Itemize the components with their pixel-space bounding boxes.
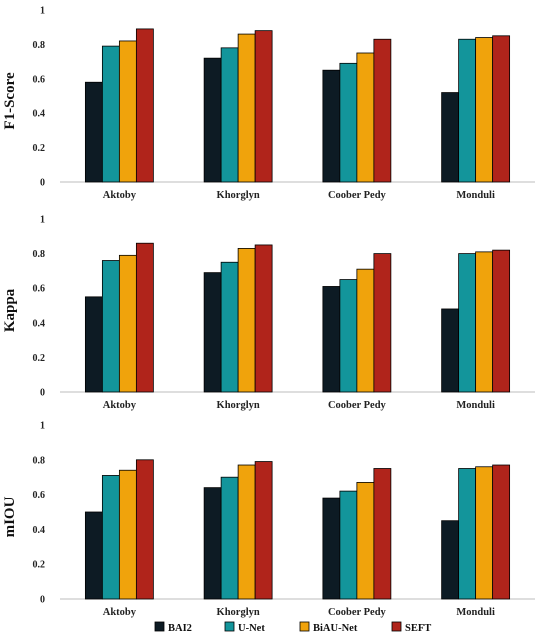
y-tick-label: 0.4 <box>33 109 46 120</box>
bar-bai2-monduli <box>441 308 460 393</box>
bar-seft-khorglyn <box>254 461 273 600</box>
y-axis-label: mIOU <box>2 496 18 537</box>
bar-bai2-monduli <box>441 92 460 183</box>
bar-biau-net-coober-pedy <box>356 52 375 183</box>
legend-label: SEFT <box>405 623 431 634</box>
category-label: Khorglyn <box>217 190 260 201</box>
category-label: Monduli <box>456 400 495 411</box>
y-tick-label: 0.8 <box>33 40 46 51</box>
bar-biau-net-aktoby <box>118 40 137 183</box>
bar-biau-net-monduli <box>475 466 494 600</box>
legend-item-seft: SEFT <box>391 621 431 634</box>
bar-biau-net-coober-pedy <box>356 268 375 393</box>
bar-u-net-aktoby <box>101 45 120 183</box>
chart-panel-2: 0 0.2 0.4 0.6 0.8 1 Kappa Aktoby Khorglyn Coober … <box>2 215 535 411</box>
bar-bai2-aktoby <box>84 81 103 183</box>
category-label: Aktoby <box>103 400 137 411</box>
bar-u-net-khorglyn <box>220 261 239 393</box>
category-label: Khorglyn <box>217 400 260 411</box>
legend-label: U-Net <box>238 623 265 634</box>
bar-biau-net-khorglyn <box>237 464 256 600</box>
bar-bai2-coober-pedy <box>322 69 341 183</box>
legend-swatch <box>224 621 235 632</box>
category-label: Monduli <box>456 190 495 201</box>
category-label: Coober Pedy <box>328 400 387 411</box>
category-label: Coober Pedy <box>328 190 387 201</box>
bar-u-net-monduli <box>458 468 477 600</box>
chart-panel-1: 0 0.2 0.4 0.6 0.8 1 F1-Score Aktoby Khorglyn Coob… <box>2 6 535 201</box>
chart-panel-3: 0 0.2 0.4 0.6 0.8 1 mIOU Aktoby Khorglyn Coober P… <box>2 421 535 618</box>
category-label: Coober Pedy <box>328 607 387 618</box>
bar-seft-khorglyn <box>254 30 273 183</box>
bar-seft-aktoby <box>135 28 154 183</box>
bar-u-net-coober-pedy <box>339 490 358 600</box>
legend-swatch <box>154 621 165 632</box>
bar-u-net-aktoby <box>101 475 120 600</box>
bar-seft-coober-pedy <box>373 38 392 183</box>
bar-bai2-khorglyn <box>203 272 222 393</box>
y-tick-label: 1 <box>40 6 45 17</box>
bar-seft-coober-pedy <box>373 468 392 600</box>
y-axis-label: F1-Score <box>2 72 18 130</box>
chart-panels: 0 0.2 0.4 0.6 0.8 1 F1-Score Aktoby Khorglyn Coob… <box>2 6 535 618</box>
bar-u-net-aktoby <box>101 260 120 393</box>
bar-seft-monduli <box>492 35 511 183</box>
bar-seft-monduli <box>492 249 511 393</box>
bar-biau-net-khorglyn <box>237 33 256 183</box>
y-tick-label: 0 <box>40 595 45 606</box>
y-tick-label: 0 <box>40 388 45 399</box>
category-label: Monduli <box>456 607 495 618</box>
bar-bai2-coober-pedy <box>322 497 341 600</box>
category-label: Aktoby <box>103 190 137 201</box>
bar-biau-net-aktoby <box>118 254 137 393</box>
category-label: Aktoby <box>103 607 137 618</box>
bar-bai2-coober-pedy <box>322 286 341 393</box>
y-tick-label: 1 <box>40 215 45 226</box>
bar-u-net-khorglyn <box>220 476 239 600</box>
bar-seft-aktoby <box>135 459 154 600</box>
bar-seft-khorglyn <box>254 244 273 393</box>
legend-label: BiAU-Net <box>313 623 358 634</box>
y-tick-label: 0.4 <box>33 525 46 536</box>
legend-swatch <box>299 621 310 632</box>
legend-swatch <box>391 621 402 632</box>
bar-u-net-monduli <box>458 38 477 183</box>
y-tick-label: 0.8 <box>33 249 46 260</box>
y-tick-label: 0.2 <box>33 143 46 154</box>
y-axis-label: Kappa <box>2 288 18 332</box>
y-tick-label: 0.2 <box>33 560 46 571</box>
bar-biau-net-coober-pedy <box>356 482 375 600</box>
category-label: Khorglyn <box>217 607 260 618</box>
bar-seft-aktoby <box>135 242 154 393</box>
bar-u-net-coober-pedy <box>339 279 358 393</box>
bar-biau-net-monduli <box>475 37 494 183</box>
legend-item-bai2: BAI2 <box>154 621 192 634</box>
bar-bai2-khorglyn <box>203 487 222 600</box>
bar-seft-coober-pedy <box>373 253 392 393</box>
y-tick-label: 1 <box>40 421 45 432</box>
bar-biau-net-aktoby <box>118 469 137 600</box>
bar-u-net-coober-pedy <box>339 62 358 183</box>
legend: BAI2 U-Net BiAU-Net SEFT <box>154 621 431 634</box>
bar-bai2-khorglyn <box>203 57 222 183</box>
bar-bai2-aktoby <box>84 296 103 393</box>
bar-biau-net-monduli <box>475 251 494 393</box>
legend-item-u-net: U-Net <box>224 621 265 634</box>
y-tick-label: 0.6 <box>33 74 46 85</box>
y-tick-label: 0.8 <box>33 455 46 466</box>
y-tick-label: 0.6 <box>33 490 46 501</box>
legend-label: BAI2 <box>168 623 192 634</box>
y-tick-label: 0.6 <box>33 284 46 295</box>
bar-u-net-khorglyn <box>220 47 239 183</box>
y-tick-label: 0 <box>40 178 45 189</box>
bar-biau-net-khorglyn <box>237 248 256 393</box>
bar-bai2-monduli <box>441 520 460 600</box>
bar-bai2-aktoby <box>84 511 103 600</box>
legend-item-biau-net: BiAU-Net <box>299 621 358 634</box>
y-tick-label: 0.4 <box>33 318 46 329</box>
y-tick-label: 0.2 <box>33 353 46 364</box>
bar-seft-monduli <box>492 464 511 600</box>
bar-u-net-monduli <box>458 253 477 393</box>
